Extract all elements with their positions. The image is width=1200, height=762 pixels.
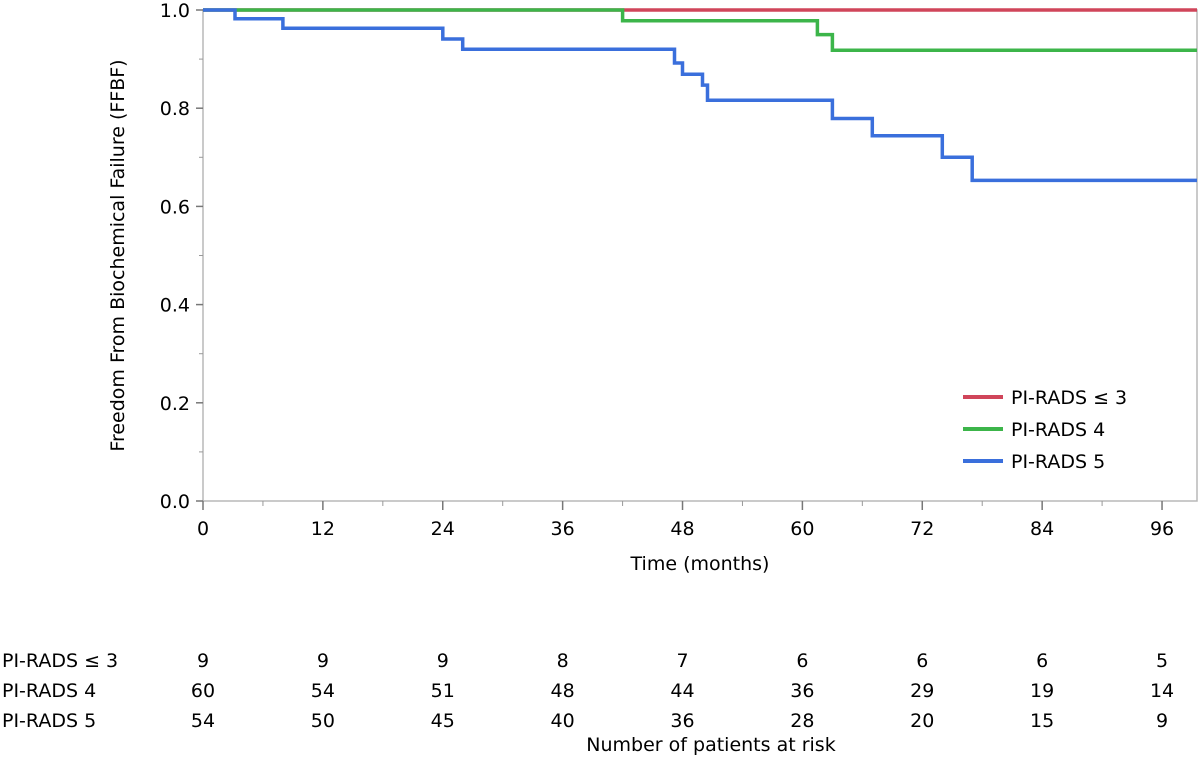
- risk-row-label: PI-RADS 4: [2, 680, 96, 702]
- x-tick-label: 12: [311, 518, 335, 540]
- risk-table: PI-RADS ≤ 3 9 9 9 8 7 6 6 6 5 PI-RADS 4 60 54 51 48 44 3…: [2, 650, 1174, 756]
- risk-value: 6: [916, 650, 928, 672]
- risk-value: 28: [790, 710, 814, 732]
- y-tick-label: 0.6: [160, 196, 190, 218]
- risk-value: 36: [670, 710, 694, 732]
- series-line-3: [203, 8, 1197, 183]
- risk-value: 36: [790, 680, 814, 702]
- x-tick-label: 60: [790, 518, 814, 540]
- risk-value: 9: [1156, 710, 1168, 732]
- risk-value: 20: [910, 710, 934, 732]
- x-tick-label: 48: [670, 518, 694, 540]
- risk-value: 5: [1156, 650, 1168, 672]
- risk-value: 44: [670, 680, 694, 702]
- risk-value: 6: [796, 650, 808, 672]
- x-tick-label: 72: [910, 518, 934, 540]
- y-tick-label: 1.0: [160, 0, 190, 22]
- risk-value: 9: [437, 650, 449, 672]
- y-tick-label: 0.4: [160, 295, 190, 317]
- risk-row-label: PI-RADS ≤ 3: [2, 650, 118, 672]
- risk-table-title: Number of patients at risk: [586, 734, 835, 756]
- legend-label: PI-RADS 4: [1011, 419, 1105, 441]
- risk-value: 29: [910, 680, 934, 702]
- x-tick-label: 96: [1150, 518, 1174, 540]
- risk-value: 8: [557, 650, 569, 672]
- risk-value: 51: [431, 680, 455, 702]
- legend: PI-RADS ≤ 3 PI-RADS 4 PI-RADS 5: [963, 387, 1127, 473]
- survival-curves: [203, 8, 1197, 183]
- x-tick-label: 24: [431, 518, 455, 540]
- legend-label: PI-RADS ≤ 3: [1011, 387, 1127, 409]
- axes: 0.0 0.2 0.4 0.6 0.8 1.0 0 12 24 36 48 60 72 84 96 Time …: [107, 0, 1198, 575]
- x-tick-label: 36: [551, 518, 575, 540]
- series-line-2: [203, 8, 1197, 53]
- risk-value: 19: [1030, 680, 1054, 702]
- risk-value: 48: [551, 680, 575, 702]
- y-tick-label: 0.8: [160, 98, 190, 120]
- risk-value: 15: [1030, 710, 1054, 732]
- y-tick-label: 0.2: [160, 393, 190, 415]
- y-tick-label: 0.0: [160, 491, 190, 513]
- risk-row-label: PI-RADS 5: [2, 710, 96, 732]
- risk-value: 14: [1150, 680, 1174, 702]
- x-tick-label: 0: [197, 518, 209, 540]
- legend-label: PI-RADS 5: [1011, 451, 1105, 473]
- risk-value: 9: [197, 650, 209, 672]
- x-tick-label: 84: [1030, 518, 1054, 540]
- y-axis-title: Freedom From Biochemical Failure (FFBF): [107, 59, 129, 451]
- risk-value: 7: [676, 650, 688, 672]
- risk-value: 54: [191, 710, 215, 732]
- risk-value: 54: [311, 680, 335, 702]
- risk-value: 45: [431, 710, 455, 732]
- risk-value: 60: [191, 680, 215, 702]
- risk-value: 9: [317, 650, 329, 672]
- risk-value: 6: [1036, 650, 1048, 672]
- risk-value: 50: [311, 710, 335, 732]
- x-axis-title: Time (months): [630, 553, 770, 575]
- risk-value: 40: [551, 710, 575, 732]
